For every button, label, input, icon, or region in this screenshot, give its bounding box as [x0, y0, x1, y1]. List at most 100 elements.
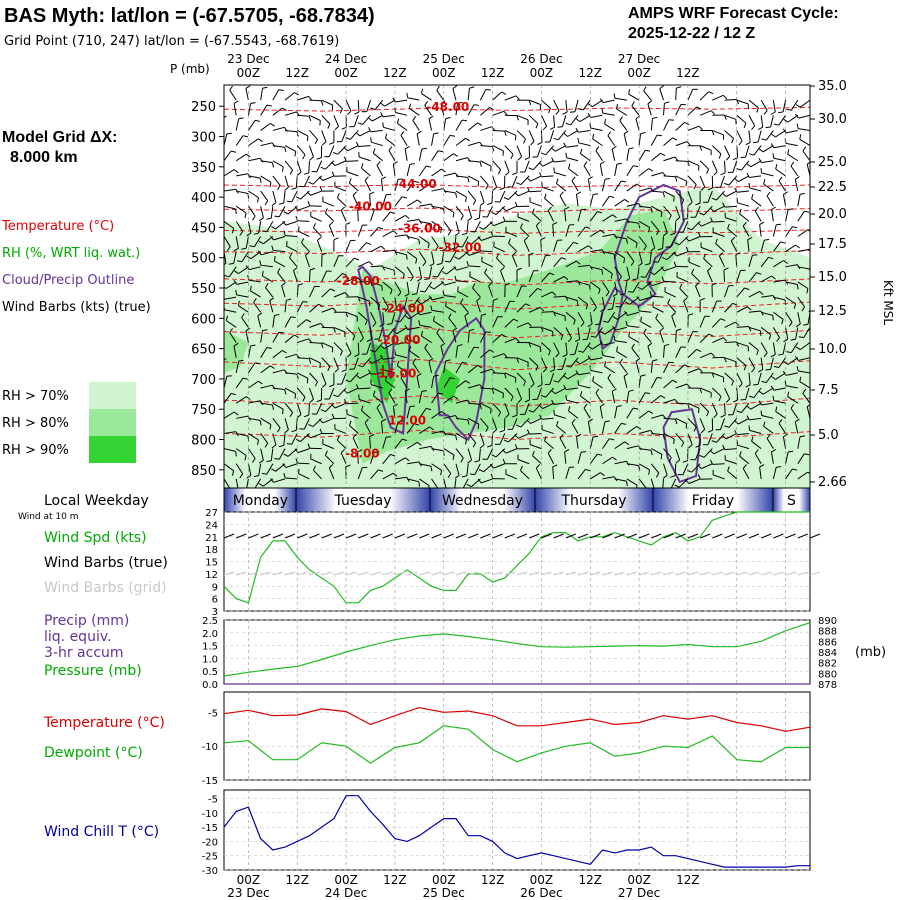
- wind-barb: [529, 197, 542, 207]
- wind-barb: [753, 372, 762, 386]
- wind-barb: [241, 313, 249, 328]
- wind-barb: [724, 455, 737, 465]
- temperature-tick-label: -15: [202, 776, 218, 787]
- wind-barb: [565, 152, 579, 162]
- wind-barb: [455, 205, 464, 221]
- wind-barb: [394, 178, 404, 192]
- top-hour-label: 12Z: [286, 66, 310, 80]
- wind-barb: [492, 316, 503, 328]
- wind-barb: [248, 448, 256, 463]
- wind-barb: [516, 145, 523, 161]
- wind-barb: [753, 130, 762, 144]
- wind-barb: [661, 276, 676, 283]
- wind-barb: [650, 478, 655, 488]
- wind-barb: [296, 387, 306, 402]
- wind-barb: [808, 297, 810, 313]
- wind-barb: [685, 478, 701, 484]
- wind-barb: [565, 114, 579, 126]
- wind-barb: [404, 325, 420, 331]
- wind-barb: [309, 285, 320, 298]
- wind-barb: [690, 448, 701, 461]
- wind-barb: [748, 254, 758, 267]
- wind-barb: [553, 99, 560, 115]
- wind-barb: [321, 114, 331, 129]
- wind-barb: [659, 327, 665, 343]
- wind-barb: [345, 99, 352, 116]
- wind-barb: [479, 190, 485, 206]
- wind-barb: [248, 138, 263, 147]
- wind-barb: [544, 130, 555, 143]
- wind-barb: [319, 186, 334, 192]
- wind-barb: [650, 134, 663, 146]
- wind-barb: [624, 311, 640, 316]
- wind-barb: [467, 433, 477, 448]
- wind-barb: [577, 208, 587, 222]
- surface-wind-barb-grid: [541, 571, 552, 576]
- wind-barb: [645, 251, 652, 266]
- wind-barb: [282, 463, 298, 468]
- wind-barb: [291, 418, 298, 433]
- top-hour-label: 00Z: [627, 66, 651, 80]
- wind-barb: [625, 266, 631, 282]
- wind-barb: [643, 86, 652, 101]
- surface-wind-barb-grid: [687, 571, 699, 576]
- wind-barb: [739, 208, 750, 222]
- wind-barb: [615, 296, 628, 308]
- wind-barb: [607, 373, 616, 389]
- surface-wind-barb-grid: [345, 571, 357, 576]
- wind-barb: [663, 361, 674, 374]
- wind-barb: [504, 402, 510, 419]
- wind-barb: [424, 343, 432, 358]
- temperature-contour-label: -32.00: [439, 241, 482, 255]
- wind-barb: [308, 145, 314, 161]
- wind-barb: [286, 241, 298, 253]
- wind-barb: [507, 418, 518, 430]
- wind-barb: [675, 364, 690, 374]
- wind-barb: [556, 420, 567, 434]
- surface-wind-barb: [529, 533, 540, 539]
- wind-barb: [407, 236, 420, 245]
- wind-barb: [625, 320, 640, 328]
- wind-barb: [565, 357, 579, 368]
- wind-barb: [640, 316, 652, 328]
- wind-barb: [499, 418, 506, 433]
- wind-barb: [763, 421, 774, 434]
- surface-wind-barb: [382, 533, 393, 539]
- wind-barb: [736, 160, 750, 171]
- wind-barb: [663, 205, 672, 220]
- wind-barb: [595, 388, 603, 404]
- wind-barb: [575, 370, 591, 376]
- wind-barb: [602, 195, 615, 207]
- surface-wind-barb: [394, 533, 406, 539]
- wind-barb: [528, 357, 539, 371]
- surface-wind-barb: [638, 533, 650, 539]
- temperature-contour: [224, 207, 810, 213]
- wind-barb: [277, 268, 286, 283]
- wind-barb: [479, 89, 491, 101]
- wind-barb: [740, 387, 750, 401]
- wind-barb: [631, 101, 640, 116]
- wind-barb: [431, 463, 443, 476]
- wind-barb: [296, 301, 308, 313]
- wind-barb: [235, 463, 244, 479]
- wind-barb: [784, 380, 798, 389]
- wind-barb: [517, 454, 530, 465]
- wind-barb: [667, 298, 677, 313]
- wind-barb: [802, 146, 810, 162]
- wind-barb: [687, 417, 697, 432]
- wind-barb: [284, 316, 296, 328]
- wind-barb: [772, 466, 782, 480]
- wind-barb: [357, 242, 372, 252]
- wind-barb: [467, 346, 479, 358]
- wind-barb: [746, 160, 762, 168]
- wind-barb: [686, 220, 701, 231]
- wind-chill-tick-label: -20: [202, 837, 218, 848]
- wind-tick-label: 24: [205, 520, 218, 531]
- wind-barb: [293, 267, 298, 283]
- wind-barb: [309, 303, 324, 313]
- wind-barb: [771, 372, 786, 380]
- wind-barb: [452, 327, 458, 343]
- wind-barb: [512, 160, 518, 176]
- wind-barb: [514, 201, 530, 207]
- surface-wind-barb-grid: [748, 571, 760, 576]
